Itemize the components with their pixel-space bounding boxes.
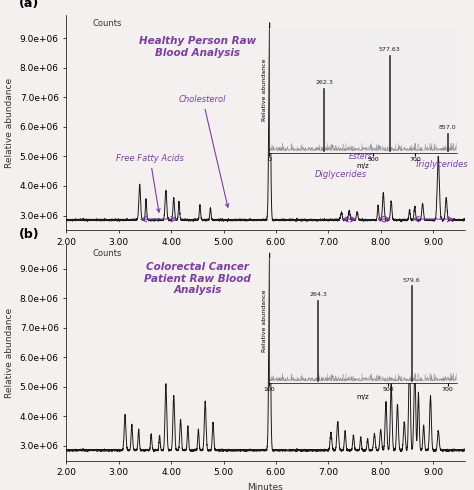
Text: (b): (b): [18, 228, 39, 241]
X-axis label: Minutes: Minutes: [247, 252, 283, 262]
Text: Cholesteryl
Esters: Cholesteryl Esters: [339, 142, 383, 161]
Text: Diglycerides: Diglycerides: [315, 170, 367, 179]
Text: Counts: Counts: [92, 19, 122, 28]
Text: (a): (a): [18, 0, 39, 10]
Text: Healthy Person Raw
Blood Analysis: Healthy Person Raw Blood Analysis: [139, 36, 256, 58]
Text: Vitamin E: Vitamin E: [273, 135, 321, 144]
Text: Free Fatty Acids: Free Fatty Acids: [116, 154, 184, 212]
Y-axis label: Relative abundance: Relative abundance: [5, 308, 14, 398]
Text: Cholesterol: Cholesterol: [179, 95, 229, 207]
Y-axis label: Relative abundance: Relative abundance: [5, 77, 14, 168]
Text: Triglycerides: Triglycerides: [415, 160, 468, 169]
Text: Counts: Counts: [92, 249, 122, 258]
X-axis label: Minutes: Minutes: [247, 483, 283, 490]
Text: Colorectal Cancer
Patient Raw Blood
Analysis: Colorectal Cancer Patient Raw Blood Anal…: [145, 262, 251, 295]
